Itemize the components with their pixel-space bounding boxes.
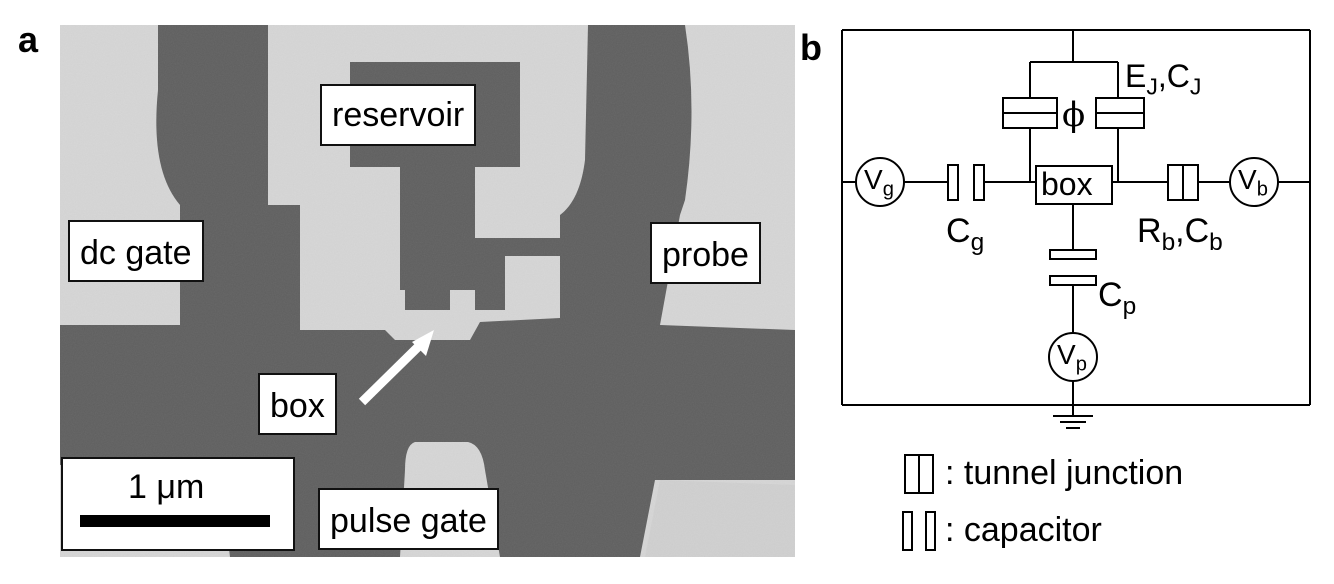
label-cp: Cp bbox=[1098, 278, 1136, 319]
legend-capacitor-plate-left bbox=[902, 511, 913, 551]
label-cg-text: Cg bbox=[946, 212, 985, 256]
cp-plate-bottom bbox=[1049, 275, 1097, 286]
box-arrow-shaft bbox=[358, 341, 424, 406]
label-pulse-gate: pulse gate bbox=[318, 488, 499, 550]
label-reservoir: reservoir bbox=[320, 84, 477, 146]
scale-bar-label: 1 μm bbox=[128, 468, 205, 506]
label-vg-text: Vg bbox=[864, 164, 894, 201]
label-vb: Vb bbox=[1238, 166, 1268, 200]
label-box: box bbox=[258, 373, 337, 435]
box-arrow-head bbox=[412, 330, 434, 356]
legend-tunnel-junction-label: : tunnel junction bbox=[945, 454, 1184, 492]
cg-plate-right bbox=[973, 164, 985, 201]
panel-b-letter: b bbox=[800, 27, 822, 68]
scale-bar bbox=[80, 515, 270, 527]
label-rb-cb-text: Rb,Cb bbox=[1137, 212, 1223, 256]
label-cp-text: Cp bbox=[1098, 276, 1137, 320]
cg-plate-left bbox=[947, 164, 959, 201]
cp-plate-top bbox=[1049, 249, 1097, 260]
panel-a-letter: a bbox=[18, 19, 39, 60]
legend-capacitor-label: : capacitor bbox=[945, 511, 1102, 549]
label-dc-gate: dc gate bbox=[68, 220, 204, 282]
label-probe: probe bbox=[650, 222, 761, 284]
label-vp-text: Vp bbox=[1057, 339, 1087, 376]
label-rb-cb: Rb,Cb bbox=[1137, 214, 1223, 255]
label-vb-text: Vb bbox=[1238, 164, 1268, 201]
label-vp: Vp bbox=[1057, 341, 1087, 375]
label-ej-cj: EJ,CJ bbox=[1125, 60, 1201, 98]
scale-bar-box bbox=[61, 457, 295, 551]
legend-capacitor-plate-right bbox=[925, 511, 936, 551]
label-phi: ϕ bbox=[1062, 95, 1086, 135]
label-box-node: box bbox=[1041, 166, 1093, 202]
label-cg: Cg bbox=[946, 214, 984, 255]
label-ej-cj-text: EJ,CJ bbox=[1125, 58, 1202, 100]
label-vg: Vg bbox=[864, 166, 894, 200]
